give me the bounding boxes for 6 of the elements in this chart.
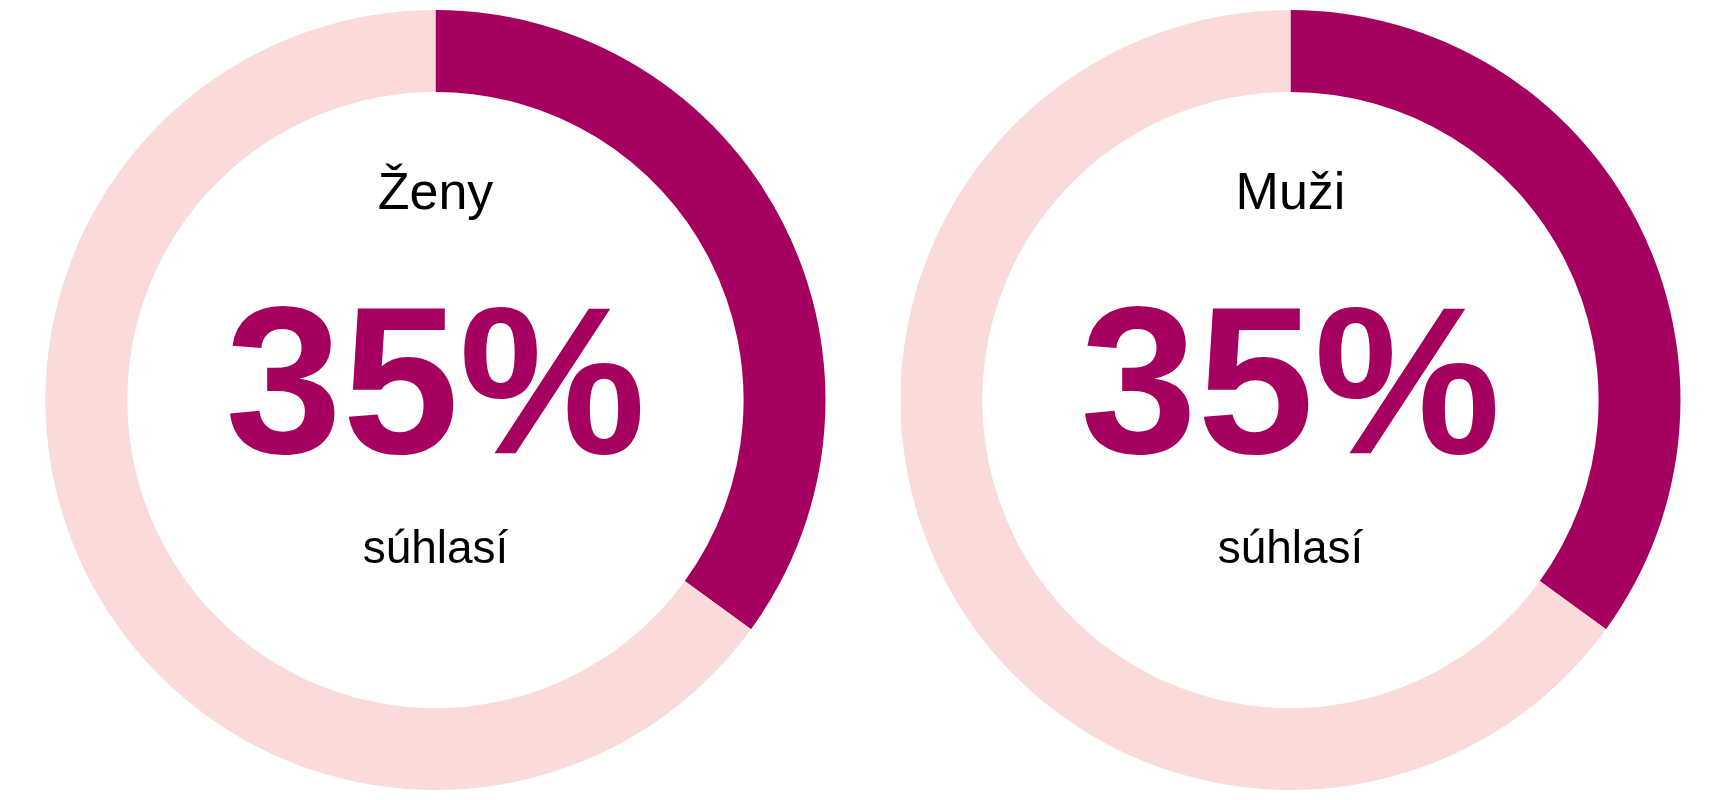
data-label: 35% <box>225 262 646 498</box>
text: súhlasí <box>1217 520 1364 573</box>
text: Muži <box>1235 162 1346 221</box>
text: Ženy <box>377 162 494 221</box>
text: súhlasí <box>362 520 509 573</box>
data-label: 35% <box>1080 262 1501 498</box>
